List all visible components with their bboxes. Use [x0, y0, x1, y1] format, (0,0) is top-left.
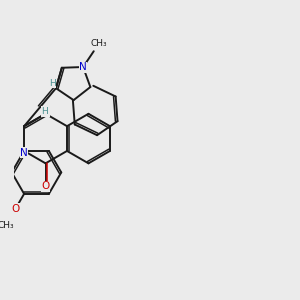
- Text: CH₃: CH₃: [91, 39, 107, 48]
- Text: O: O: [11, 204, 20, 214]
- Text: H: H: [49, 79, 56, 88]
- Text: H: H: [41, 106, 48, 116]
- Text: N: N: [42, 107, 50, 117]
- Text: O: O: [41, 181, 50, 191]
- Text: N: N: [79, 62, 87, 72]
- Text: CH₃: CH₃: [0, 221, 14, 230]
- Text: N: N: [20, 148, 28, 158]
